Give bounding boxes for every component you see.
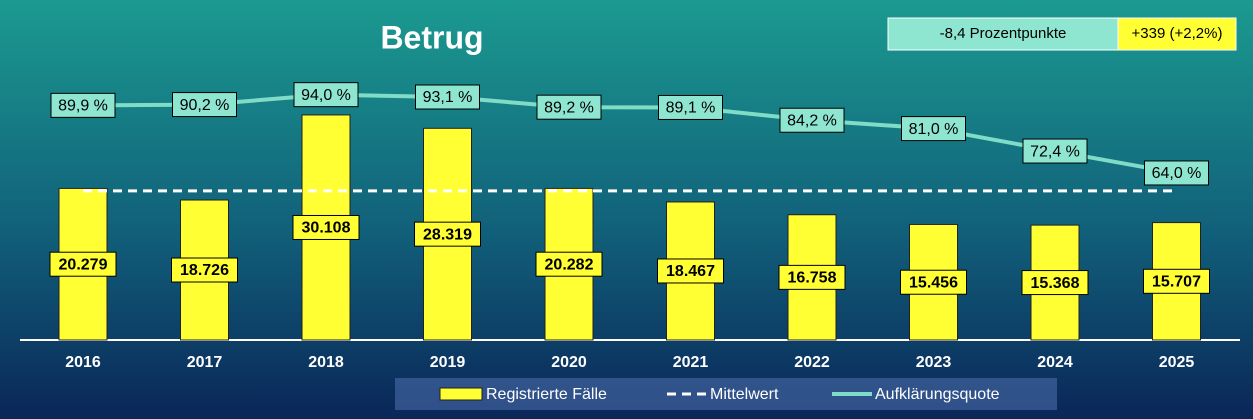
rate-label: 89,2 % (544, 99, 594, 116)
x-tick-label: 2023 (916, 354, 952, 371)
rate-label: 93,1 % (423, 89, 473, 106)
rate-label-box (536, 94, 602, 120)
rate-label-box (901, 116, 966, 142)
rate-label-box (1144, 160, 1209, 186)
rate-label-box (50, 92, 116, 118)
chart-title: Betrug (380, 19, 483, 55)
x-tick-label: 2020 (551, 354, 587, 371)
legend-box (395, 378, 1057, 410)
rate-label-box (1022, 138, 1088, 164)
x-tick-label: 2016 (65, 354, 101, 371)
bar-label: 15.456 (909, 274, 958, 291)
x-tick-label: 2021 (673, 354, 709, 371)
rate-label: 81,0 % (909, 121, 959, 138)
bar-label-box (49, 251, 117, 277)
legend-label: Aufklärungsquote (875, 386, 1000, 403)
bar-label-box (292, 214, 360, 240)
rate-label-box (172, 92, 237, 118)
bar-label: 18.467 (666, 263, 715, 280)
annotation: +339 (+2,2%) (1132, 25, 1223, 42)
rate-label: 90,2 % (180, 97, 230, 114)
bar-label-box (171, 257, 238, 283)
bar-label-box (535, 251, 603, 277)
rate-label-box (293, 82, 359, 108)
bar-label-box (778, 264, 846, 290)
rate-label-box (415, 84, 480, 110)
legend-swatch (439, 387, 483, 401)
rate-label: 94,0 % (301, 87, 351, 104)
annotation: -8,4 Prozentpunkte (940, 25, 1067, 42)
bar-label: 28.319 (423, 226, 472, 243)
legend-label: Mittelwert (710, 386, 779, 403)
x-tick-label: 2024 (1037, 354, 1073, 371)
bar-label-box (1021, 270, 1089, 296)
rate-label: 89,9 % (58, 98, 108, 115)
bar-label-box (1143, 268, 1210, 294)
annotation-box (887, 17, 1119, 51)
bar-label: 16.758 (788, 270, 837, 287)
rate-label: 84,2 % (787, 112, 837, 129)
rate-line (82, 92, 1177, 175)
bar-label: 18.726 (180, 262, 229, 279)
bar-label: 15.368 (1031, 275, 1080, 292)
rate-label: 72,4 % (1030, 143, 1080, 160)
bar-label: 20.279 (59, 256, 108, 273)
rate-label-box (779, 107, 845, 133)
bar-label: 15.707 (1152, 274, 1201, 291)
x-tick-label: 2017 (187, 354, 223, 371)
rate-label-box (658, 94, 723, 120)
x-tick-label: 2019 (430, 354, 466, 371)
bar-label-box (900, 269, 967, 295)
x-tick-label: 2022 (794, 354, 830, 371)
bar-label: 30.108 (302, 220, 351, 237)
legend-label: Registrierte Fälle (486, 386, 607, 403)
bar-label: 20.282 (545, 256, 594, 273)
bar-label-box (414, 221, 481, 247)
bar-label-box (657, 258, 724, 284)
x-tick-label: 2018 (308, 354, 344, 371)
rate-label: 89,1 % (666, 100, 716, 117)
x-tick-label: 2025 (1159, 354, 1195, 371)
rate-label: 64,0 % (1152, 165, 1202, 182)
annotation-box (1117, 17, 1237, 51)
